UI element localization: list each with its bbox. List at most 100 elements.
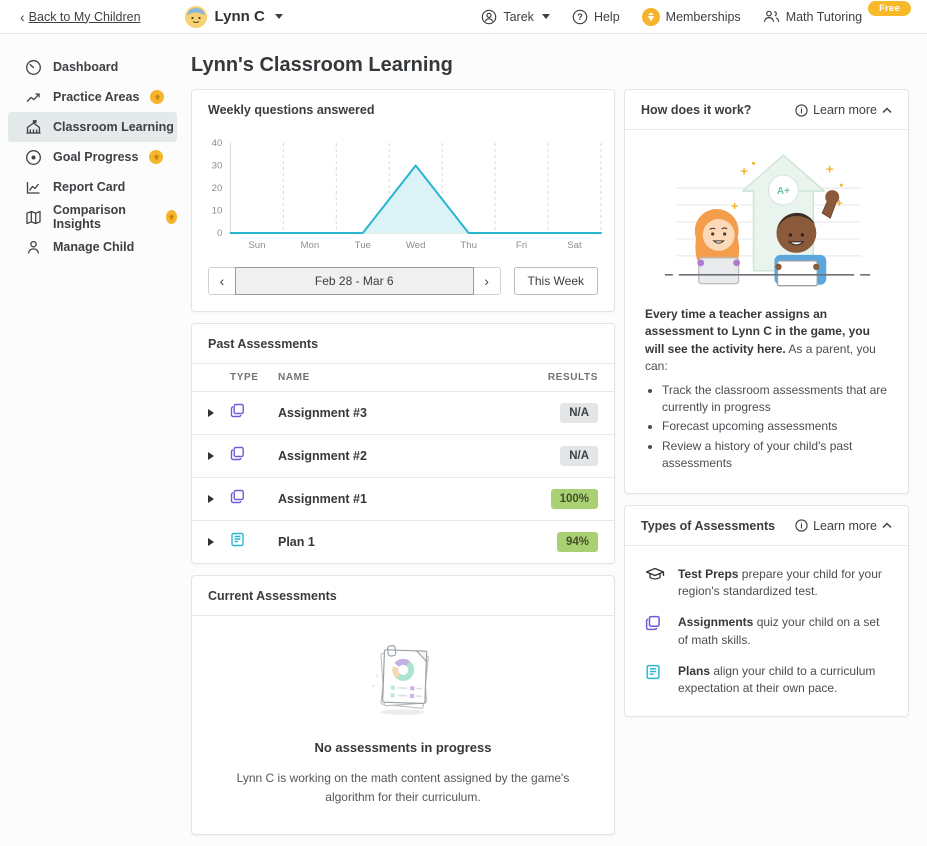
svg-text:Fri: Fri xyxy=(516,240,527,251)
memberships-label: Memberships xyxy=(665,9,741,24)
table-row[interactable]: Assignment #2 N/A xyxy=(192,434,614,477)
previous-week-button[interactable]: ‹ xyxy=(208,267,236,295)
bullet-item: Forecast upcoming assessments xyxy=(662,418,888,435)
svg-text:10: 10 xyxy=(212,206,223,217)
date-navigation: ‹ Feb 28 - Mar 6 › This Week xyxy=(192,257,614,311)
table-row[interactable]: Assignment #1 100% xyxy=(192,477,614,520)
assignment-icon xyxy=(230,489,278,509)
col-name: NAME xyxy=(278,372,310,383)
svg-text:20: 20 xyxy=(212,183,223,194)
plan-icon xyxy=(645,663,665,698)
topbar-right: Tarek ? Help Memberships Math Tutoring F… xyxy=(481,1,911,26)
bullet-item: Track the classroom assessments that are… xyxy=(662,382,888,417)
sidebar-item-label: Comparison Insights xyxy=(53,203,126,231)
parent-name: Tarek xyxy=(503,9,534,24)
person-icon xyxy=(25,239,42,256)
help-button[interactable]: ? Help xyxy=(572,9,620,25)
empty-assessments-illustration xyxy=(372,645,429,715)
info-icon: i xyxy=(795,519,808,532)
expand-caret-icon[interactable] xyxy=(208,495,214,503)
empty-state: No assessments in progress Lynn C is wor… xyxy=(192,616,614,834)
table-header: TYPE NAME RESULTS xyxy=(192,364,614,391)
sidebar-item-report-card[interactable]: Report Card xyxy=(8,172,177,202)
graduation-cap-icon xyxy=(645,566,665,601)
type-item-plans: Plans align your child to a curriculum e… xyxy=(645,663,888,698)
back-to-my-children-link[interactable]: ‹ Back to My Children xyxy=(20,10,141,24)
child-selector-dropdown[interactable]: Lynn C xyxy=(184,5,283,28)
info-icon: i xyxy=(795,103,808,117)
svg-text:Tue: Tue xyxy=(355,240,371,251)
dashboard-icon xyxy=(25,59,42,76)
help-icon: ? xyxy=(572,9,588,24)
sidebar-item-practice-areas[interactable]: Practice Areas xyxy=(8,82,177,112)
past-assessments-title: Past Assessments xyxy=(208,337,319,351)
type-item-assignments: Assignments quiz your child on a set of … xyxy=(645,614,888,649)
sidebar-item-comparison-insights[interactable]: Comparison Insights xyxy=(8,202,177,232)
svg-text:Sun: Sun xyxy=(248,240,265,251)
right-panel: How does it work? i Learn more A+ xyxy=(624,34,909,728)
main-content: Lynn's Classroom Learning Weekly questio… xyxy=(191,34,615,846)
how-intro-bold: Every time a teacher assigns an assessme… xyxy=(645,307,870,356)
caret-down-icon xyxy=(541,14,550,19)
svg-text:i: i xyxy=(800,521,802,530)
next-week-button[interactable]: › xyxy=(472,267,501,295)
parent-account-dropdown[interactable]: Tarek xyxy=(481,9,550,25)
type-lead: Test Preps xyxy=(678,566,739,581)
expand-caret-icon[interactable] xyxy=(208,409,214,417)
empty-state-title: No assessments in progress xyxy=(314,740,492,755)
child-avatar xyxy=(184,5,207,28)
expand-caret-icon[interactable] xyxy=(208,452,214,460)
assessment-name: Plan 1 xyxy=(278,535,315,549)
membership-coin-badge xyxy=(165,210,177,224)
sidebar-item-label: Practice Areas xyxy=(53,90,140,104)
date-range-display[interactable]: Feb 28 - Mar 6 xyxy=(235,267,474,295)
sidebar-item-label: Report Card xyxy=(53,180,126,194)
math-tutoring-label: Math Tutoring xyxy=(785,9,863,24)
area-chart: 0 10 20 30 40 Sun Mon Tue Wed Thu Fri Sat xyxy=(212,138,602,251)
divider xyxy=(625,544,908,546)
assessment-name: Assignment #3 xyxy=(278,406,367,420)
svg-text:0: 0 xyxy=(217,228,222,239)
topbar: ‹ Back to My Children Lynn C Tarek ? Hel… xyxy=(0,0,927,34)
sidebar: Dashboard Practice Areas Classroom Learn… xyxy=(0,34,190,262)
chart-card-title: Weekly questions answered xyxy=(208,103,375,117)
trending-up-icon xyxy=(25,89,42,106)
how-it-works-title: How does it work? xyxy=(641,103,752,117)
sidebar-item-manage-child[interactable]: Manage Child xyxy=(8,232,177,262)
sidebar-item-classroom-learning[interactable]: Classroom Learning xyxy=(8,112,177,142)
math-tutoring-button[interactable]: Math Tutoring Free xyxy=(763,1,911,24)
learn-more-label: Learn more xyxy=(813,518,877,533)
result-badge: 94% xyxy=(556,532,598,552)
memberships-button[interactable]: Memberships xyxy=(641,7,741,26)
map-icon xyxy=(25,209,42,226)
table-row[interactable]: Plan 1 94% xyxy=(192,520,614,563)
type-rest: quiz your child on a set of math skills. xyxy=(678,615,880,647)
this-week-button[interactable]: This Week xyxy=(513,267,598,295)
person-circle-icon xyxy=(482,9,497,24)
weekly-questions-chart: 0 10 20 30 40 Sun Mon Tue Wed Thu Fri Sat xyxy=(192,129,614,257)
membership-coin-badge xyxy=(149,150,164,164)
types-learn-more-toggle[interactable]: i Learn more xyxy=(795,519,892,533)
svg-text:?: ? xyxy=(577,12,583,22)
people-icon xyxy=(763,10,779,22)
how-learn-more-toggle[interactable]: i Learn more xyxy=(795,103,892,117)
sidebar-item-goal-progress[interactable]: Goal Progress xyxy=(8,142,177,172)
kids-learning-illustration: A+ xyxy=(664,154,871,287)
school-icon xyxy=(25,119,42,136)
assessment-types-card: Types of Assessments i Learn more Test P… xyxy=(624,504,909,717)
assessment-type-list: Test Preps prepare your child for your r… xyxy=(625,546,908,716)
current-assessments-card: Current Assessments xyxy=(191,575,615,836)
back-link-label: Back to My Children xyxy=(28,9,141,24)
page-title: Lynn's Classroom Learning xyxy=(191,54,453,76)
assignment-icon xyxy=(230,403,278,423)
expand-caret-icon[interactable] xyxy=(208,538,214,546)
how-it-works-card: How does it work? i Learn more A+ xyxy=(624,89,909,494)
svg-text:30: 30 xyxy=(212,161,223,172)
table-row[interactable]: Assignment #3 N/A xyxy=(192,391,614,434)
sidebar-item-label: Goal Progress xyxy=(53,150,139,164)
empty-state-description: Lynn C is working on the math content as… xyxy=(236,771,570,804)
assessment-name: Assignment #1 xyxy=(278,492,367,506)
membership-coin-icon xyxy=(641,7,660,26)
sidebar-item-dashboard[interactable]: Dashboard xyxy=(8,52,177,82)
report-chart-icon xyxy=(25,179,42,196)
